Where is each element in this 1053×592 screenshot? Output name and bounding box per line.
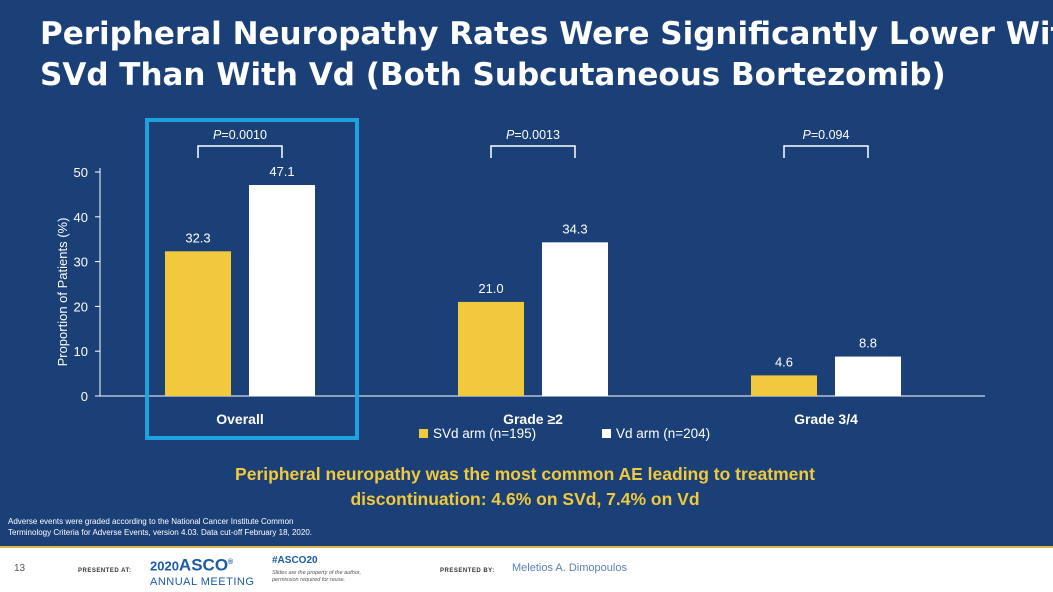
slide-title: Peripheral Neuropathy Rates Were Signifi… xyxy=(40,14,1053,96)
bar-svd xyxy=(458,301,524,396)
bar-value-label: 4.6 xyxy=(775,354,793,369)
p-value-bracket xyxy=(490,145,576,158)
bar-value-label: 8.8 xyxy=(859,336,877,351)
y-tick-label: 0 xyxy=(81,389,88,404)
slide-footer: 13 PRESENTED AT: 2020ASCO® ANNUAL MEETIN… xyxy=(0,546,1053,592)
bar-chart: 0 10 20 30 40 50 Proportion of Patients (%) 32.… xyxy=(55,118,985,441)
bar-value-label: 21.0 xyxy=(478,281,503,296)
bar-svd xyxy=(165,251,231,396)
p-value-label: P=0.0013 xyxy=(506,128,560,142)
y-axis-label: Proportion of Patients (%) xyxy=(55,218,70,367)
p-value-bracket xyxy=(197,145,283,158)
x-category-label: Grade ≥2 xyxy=(503,411,563,427)
legend-label: SVd arm (n=195) xyxy=(433,426,536,441)
disclaimer: Slides are the property of the author, p… xyxy=(272,570,392,584)
logo-year: 2020 xyxy=(150,558,179,574)
disclaimer-line: Slides are the property of the author, xyxy=(272,570,361,576)
disclaimer-line: permission required for reuse. xyxy=(272,577,346,583)
asco-logo: 2020ASCO® ANNUAL MEETING xyxy=(150,554,254,588)
y-tick-label: 40 xyxy=(74,210,88,225)
bar-vd xyxy=(542,242,608,396)
title-line: SVd Than With Vd (Both Subcutaneous Bort… xyxy=(40,57,946,93)
y-tick-label: 10 xyxy=(74,344,88,359)
x-category-label: Overall xyxy=(216,411,263,427)
presented-by-label: PRESENTED BY: xyxy=(440,568,495,574)
y-tick-label: 20 xyxy=(74,299,88,314)
p-value-label: P=0.094 xyxy=(803,128,850,142)
hashtag: #ASCO20 xyxy=(272,555,318,566)
takeaway-line: discontinuation: 4.6% on SVd, 7.4% on Vd xyxy=(350,489,700,509)
slide-background: Peripheral Neuropathy Rates Were Signifi… xyxy=(0,0,1053,546)
y-tick-label: 50 xyxy=(74,165,88,180)
slide-number: 13 xyxy=(14,563,26,574)
p-value-bracket xyxy=(783,145,869,158)
bar-vd xyxy=(249,184,315,396)
bar-value-label: 32.3 xyxy=(185,230,210,245)
p-value-label: P=0.0010 xyxy=(213,128,267,142)
footnote-line: Adverse events were graded according to … xyxy=(8,517,294,526)
presented-at-label: PRESENTED AT: xyxy=(78,568,132,574)
bar-value-label: 34.3 xyxy=(562,221,587,236)
presenter-name: Meletios A. Dimopoulos xyxy=(512,562,627,574)
takeaway-text: Peripheral neuropathy was the most commo… xyxy=(150,462,900,512)
bar-svd xyxy=(751,375,817,396)
footnote-line: Terminology Criteria for Adverse Events,… xyxy=(8,528,312,537)
logo-subtitle: ANNUAL MEETING xyxy=(150,575,255,588)
highlight-box xyxy=(145,118,359,440)
logo-name: ASCO xyxy=(178,555,229,575)
legend-swatch xyxy=(602,429,611,438)
legend-swatch xyxy=(419,429,428,438)
logo-registered: ® xyxy=(228,559,234,566)
title-line: Peripheral Neuropathy Rates Were Signifi… xyxy=(40,16,1053,52)
y-tick-label: 30 xyxy=(74,255,88,270)
bar-vd xyxy=(835,356,901,396)
legend-label: Vd arm (n=204) xyxy=(616,426,710,441)
footnote: Adverse events were graded according to … xyxy=(8,516,428,538)
x-category-label: Grade 3/4 xyxy=(794,411,858,427)
takeaway-line: Peripheral neuropathy was the most commo… xyxy=(235,464,815,484)
bar-value-label: 47.1 xyxy=(269,164,294,179)
